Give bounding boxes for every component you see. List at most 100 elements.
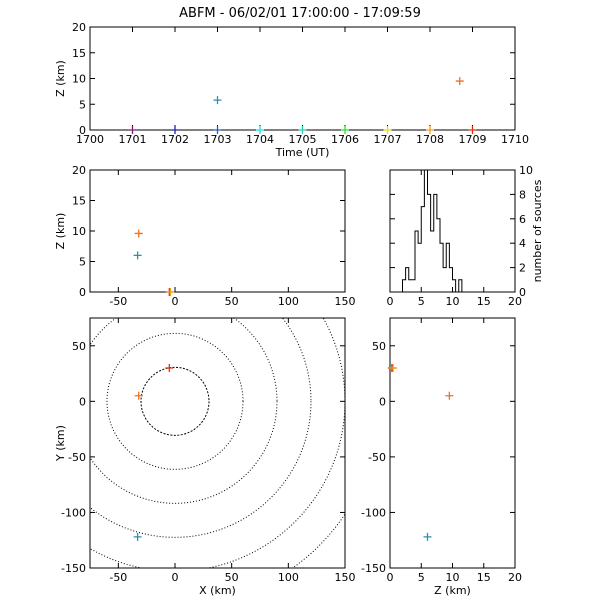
y-tick-label: -50 xyxy=(368,451,386,464)
source-point xyxy=(213,96,222,105)
range-ring xyxy=(90,318,345,568)
source-point xyxy=(423,532,432,541)
source-point xyxy=(134,229,143,238)
x-tick-label: 10 xyxy=(446,571,460,584)
range-ring xyxy=(140,366,210,436)
source-point xyxy=(133,532,142,541)
x-tick-label: 50 xyxy=(225,295,239,308)
x-tick-label: 1705 xyxy=(289,133,317,146)
y-tick-label: 2 xyxy=(519,262,526,275)
source-point xyxy=(133,251,142,260)
y-tick-label: 0 xyxy=(79,124,86,137)
time-height-panel: 1700 1701 1702 1703 1704 1705 1706 1707 1708 1709… xyxy=(54,21,529,159)
x-tick-label: 0 xyxy=(172,571,179,584)
source-point xyxy=(213,126,222,134)
x-tick-label: 0 xyxy=(172,295,179,308)
x-tick-label: 1706 xyxy=(331,133,359,146)
y-tick-label: 0 xyxy=(519,286,526,299)
y-tick-label: 10 xyxy=(72,73,86,86)
source-point xyxy=(455,77,464,86)
plan-view-frame xyxy=(89,317,346,569)
x-tick-label: 1703 xyxy=(204,133,232,146)
x-axis-label: X (km) xyxy=(199,584,236,597)
y-axis-label: number of sources xyxy=(531,179,544,282)
y-tick-label: 15 xyxy=(72,47,86,60)
x-tick-label: 1707 xyxy=(374,133,402,146)
x-tick-label: 20 xyxy=(508,571,522,584)
y-axis-label: Y (km) xyxy=(54,425,67,462)
x-tick-label: -50 xyxy=(109,295,127,308)
x-tick-label: 5 xyxy=(418,295,425,308)
x-tick-label: 1701 xyxy=(119,133,147,146)
source-point xyxy=(426,126,434,134)
x-tick-label: 0 xyxy=(387,571,394,584)
y-axis-label: Z (km) xyxy=(54,213,67,250)
y-tick-label: 4 xyxy=(519,237,526,250)
x-tick-label: 1710 xyxy=(501,133,529,146)
source-point xyxy=(166,288,175,296)
y-tick-label: 5 xyxy=(79,98,86,111)
y-tick-label: 20 xyxy=(72,164,86,177)
range-ring xyxy=(90,318,312,538)
y-tick-label: 50 xyxy=(72,340,86,353)
y-tick-label: 0 xyxy=(79,395,86,408)
x-tick-label: 1704 xyxy=(246,133,274,146)
plot-panels: 1700 1701 1702 1703 1704 1705 1706 1707 1708 1709… xyxy=(54,21,545,597)
source-point xyxy=(445,391,454,400)
x-height-panel: -50 0 50 100 150 0 5 10 15 20 Z (km) xyxy=(54,164,356,308)
x-tick-label: 50 xyxy=(225,571,239,584)
y-tick-label: -150 xyxy=(361,562,386,575)
histogram-steps xyxy=(390,169,515,293)
y-tick-label: 10 xyxy=(519,164,533,177)
x-tick-label: 150 xyxy=(335,571,356,584)
y-tick-label: 0 xyxy=(379,395,386,408)
y-axis-label: Z (km) xyxy=(54,60,67,97)
source-point xyxy=(383,126,392,134)
source-point xyxy=(134,391,143,400)
x-tick-label: 15 xyxy=(477,571,491,584)
x-axis-label: Z (km) xyxy=(434,584,471,597)
x-tick-label: 150 xyxy=(335,295,356,308)
source-point xyxy=(341,126,349,134)
x-tick-label: 5 xyxy=(418,571,425,584)
source-point xyxy=(389,364,398,372)
source-point xyxy=(256,126,264,134)
y-tick-label: 8 xyxy=(519,188,526,201)
y-tick-label: 15 xyxy=(72,195,86,208)
source-point xyxy=(128,126,137,134)
y-tick-label: 0 xyxy=(79,286,86,299)
x-axis-label: Time (UT) xyxy=(275,146,330,159)
x-tick-label: 100 xyxy=(278,295,299,308)
x-tick-label: 1709 xyxy=(459,133,487,146)
x-height-frame xyxy=(89,169,346,293)
y-tick-label: -100 xyxy=(361,506,386,519)
x-tick-label: 0 xyxy=(387,295,394,308)
y-tick-label: -50 xyxy=(68,451,86,464)
range-ring xyxy=(106,332,244,470)
y-tick-label: 5 xyxy=(79,256,86,269)
y-tick-label: 20 xyxy=(72,21,86,34)
y-tick-label: 10 xyxy=(72,225,86,238)
source-point xyxy=(468,126,477,134)
x-tick-label: 1708 xyxy=(416,133,444,146)
y-tick-label: -150 xyxy=(61,562,86,575)
range-ring xyxy=(90,318,278,504)
x-tick-label: 10 xyxy=(446,295,460,308)
source-point xyxy=(165,364,174,372)
source-point xyxy=(171,126,179,134)
range-rings xyxy=(90,318,345,568)
height-y-panel: 0 5 10 15 20 -150 -100 -50 0 50 Z (km) xyxy=(361,317,522,597)
x-tick-label: 100 xyxy=(278,571,299,584)
y-tick-label: 50 xyxy=(372,340,386,353)
range-ring xyxy=(291,513,345,568)
y-tick-label: 6 xyxy=(519,213,526,226)
x-tick-label: 15 xyxy=(477,295,491,308)
x-tick-label: -50 xyxy=(109,571,127,584)
figure-title: ABFM - 06/02/01 17:00:00 - 17:09:59 xyxy=(179,6,421,21)
source-point xyxy=(298,126,307,134)
time-height-frame xyxy=(89,26,516,131)
height-y-frame xyxy=(389,317,516,569)
